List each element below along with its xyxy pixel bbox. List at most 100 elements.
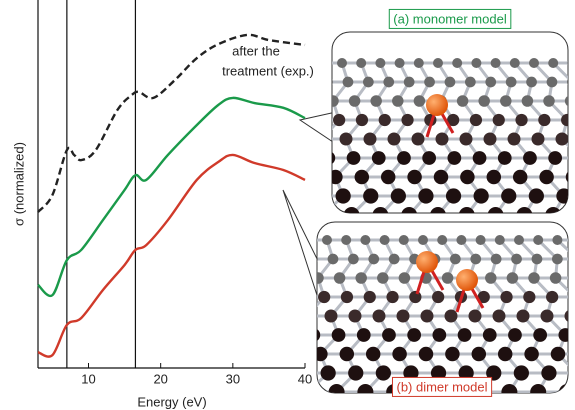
atom [508,328,522,342]
atom [501,384,517,400]
atom [538,114,550,126]
atom [373,310,386,323]
atom [457,95,469,107]
atom [389,254,400,265]
atom [355,272,367,284]
atom [364,133,377,146]
atom [287,347,302,362]
atom [412,133,425,146]
atom [419,347,434,362]
atom [296,151,310,165]
atom [370,95,382,107]
x-tick-label: 40 [298,371,312,386]
atom [522,95,534,107]
bond [294,354,301,373]
adatom [456,269,478,291]
atom [524,347,539,362]
atom [376,365,391,380]
atom [433,58,443,68]
atom [430,207,446,223]
atom [523,151,537,165]
atom [506,77,517,88]
atom [355,170,370,185]
atom [336,188,351,203]
atom [424,77,435,88]
atom [550,272,562,284]
atom [541,365,556,380]
atom [322,235,332,245]
bond [283,177,288,196]
atom [470,254,481,265]
atom [334,272,346,284]
atom [414,58,424,68]
atom [395,58,405,68]
atom [302,170,317,185]
atom [452,58,462,68]
atom [469,310,482,323]
atom [567,58,575,68]
atom [460,170,475,185]
bond [571,316,575,335]
bond [571,297,575,316]
atom [487,170,502,185]
atom [321,365,336,380]
atom [450,254,461,265]
atom [533,328,547,342]
atom [445,347,460,362]
bond [294,335,313,354]
atom [530,384,546,400]
atom [558,328,572,342]
atom [465,77,476,88]
atom [478,95,490,107]
atom [399,272,411,284]
atom [313,347,328,362]
atom [529,188,544,203]
atom [571,272,575,284]
atom [572,235,575,245]
atom [260,347,275,362]
atom [471,58,481,68]
bond [322,139,328,158]
atom [277,310,290,323]
atom [392,95,404,107]
atom [511,254,522,265]
bond [268,354,273,373]
bond [283,316,288,335]
atom [476,235,486,245]
bond [309,177,316,196]
atom [517,310,530,323]
panel-label: (a) monomer model [393,11,507,26]
atom [528,272,540,284]
atom [484,133,497,146]
atom [318,58,328,68]
atom [292,133,305,146]
atom [404,77,415,88]
atom [446,188,461,203]
atom [491,254,502,265]
atom [514,235,524,245]
atom [551,347,566,362]
atom [508,133,521,146]
atom [392,347,407,362]
atom [343,77,354,88]
atom [545,207,561,223]
atom [539,170,554,185]
x-axis-label: Energy (eV) [137,394,206,409]
atom [548,58,558,68]
atom [295,291,307,303]
atom [242,384,258,400]
atom [556,188,571,203]
bond [296,278,301,297]
atom [422,151,436,165]
atom [382,328,396,342]
series-line [38,155,305,357]
atom [368,254,379,265]
atom [507,272,519,284]
atom [364,291,376,303]
annotation: treatment (exp.) [222,63,314,78]
bond [298,139,303,158]
atom [329,384,345,400]
atom [281,328,295,342]
atom [328,170,343,185]
atom [372,207,388,223]
